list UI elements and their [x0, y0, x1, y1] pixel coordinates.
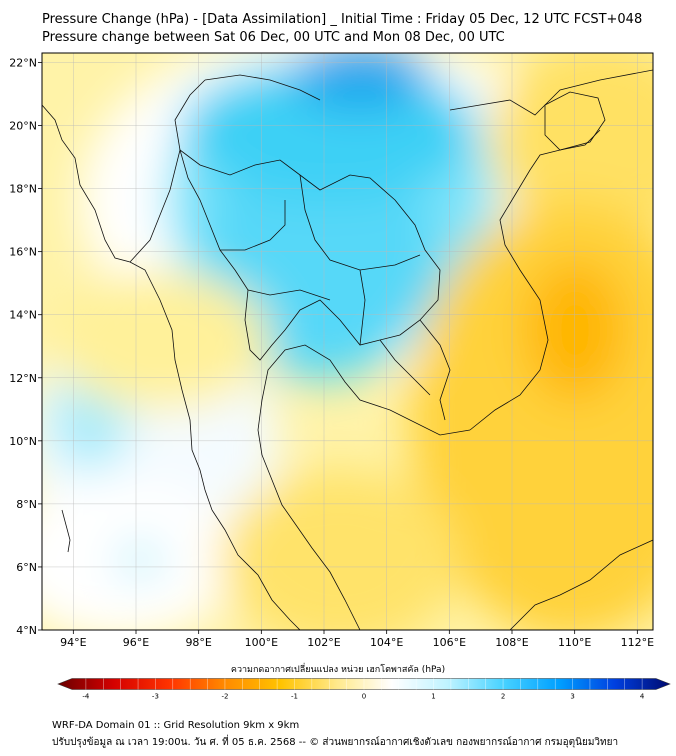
colorbar-tick-label: 4	[640, 693, 645, 701]
lat-tick-label: 6°N	[16, 561, 37, 574]
colorbar-label: ความกดอากาศเปลี่ยนแปลง หน่วย เฮกโตพาสคัล…	[230, 665, 446, 675]
lat-lon-grid	[42, 53, 653, 630]
lat-tick-label: 10°N	[9, 435, 37, 448]
lat-tick-label: 4°N	[16, 624, 37, 637]
footer-update-credit: ปรับปรุงข้อมูล ณ เวลา 19:00น. วัน ศ. ที่…	[52, 737, 619, 748]
colorbar-tick-label: -4	[82, 693, 90, 701]
lon-tick-label: 104°E	[370, 636, 403, 649]
colorbar-tick-label: -1	[291, 693, 298, 701]
colorbar-tick-label: 1	[431, 693, 435, 701]
latitude-ticks: 4°N 6°N 8°N 10°N 12°N 14°N 16°N 18°N 20°N 22°N	[9, 56, 42, 637]
lat-tick-label: 20°N	[9, 120, 37, 133]
colorbar-tick-label: 0	[362, 693, 366, 701]
lon-tick-label: 102°E	[307, 636, 340, 649]
lat-tick-label: 8°N	[16, 498, 37, 511]
lat-tick-label: 22°N	[9, 56, 37, 69]
map-subtitle: Pressure change between Sat 06 Dec, 00 U…	[42, 30, 505, 45]
lon-tick-label: 100°E	[245, 636, 278, 649]
map-frame	[41, 52, 654, 631]
lat-tick-label: 18°N	[9, 183, 37, 196]
lon-tick-label: 106°E	[433, 636, 466, 649]
colorbar-tick-label: -2	[221, 693, 228, 701]
colorbar-tick-label: -3	[152, 693, 159, 701]
lat-tick-label: 12°N	[9, 372, 37, 385]
map-title: Pressure Change (hPa) - [Data Assimilati…	[42, 12, 643, 27]
footer-model-info: WRF-DA Domain 01 :: Grid Resolution 9km …	[52, 720, 300, 731]
lon-tick-label: 96°E	[123, 636, 149, 649]
pressure-change-map: 94°E 96°E 98°E 100°E 102°E 104°E 106°E 108°E 110…	[9, 52, 671, 701]
longitude-ticks: 94°E 96°E 98°E 100°E 102°E 104°E 106°E 108°E 110…	[60, 630, 654, 649]
colorbar-tick-label: 2	[501, 693, 505, 701]
lon-tick-label: 98°E	[185, 636, 211, 649]
lon-tick-label: 110°E	[558, 636, 591, 649]
coastlines-and-borders	[42, 69, 653, 630]
lon-tick-label: 108°E	[495, 636, 528, 649]
lat-tick-label: 16°N	[9, 246, 37, 259]
lon-tick-label: 112°E	[621, 636, 654, 649]
colorbar-ticks: -4 -3 -2 -1 0 1 2 3 4	[82, 678, 645, 701]
lat-tick-label: 14°N	[9, 309, 37, 322]
colorbar-tick-label: 3	[570, 693, 574, 701]
colorbar: -4 -3 -2 -1 0 1 2 3 4	[57, 678, 671, 701]
lon-tick-label: 94°E	[60, 636, 86, 649]
pressure-field	[42, 53, 653, 630]
